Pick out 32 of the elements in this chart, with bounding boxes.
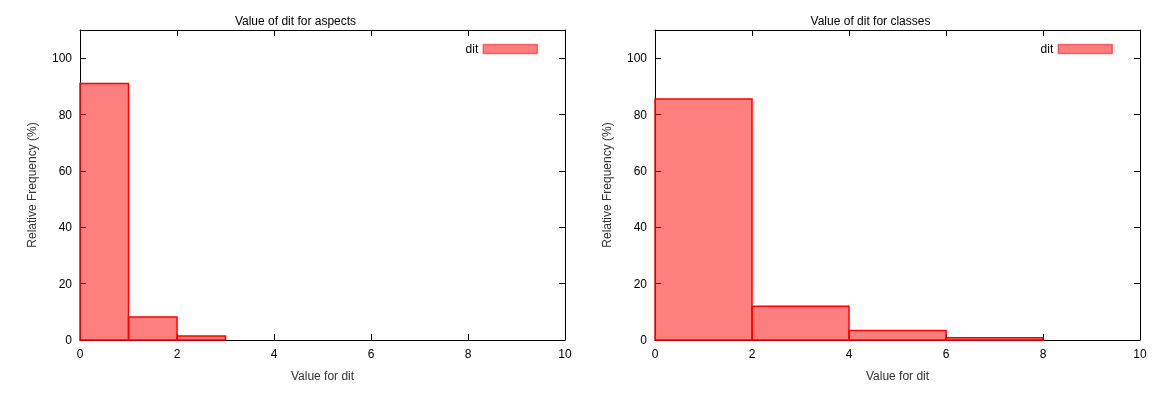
x-tick-label: 10	[558, 347, 572, 361]
chart-title: Value of dit for aspects	[234, 14, 357, 28]
y-tick-label: 0	[65, 333, 73, 347]
y-tick-label: 100	[626, 51, 648, 66]
x-tick-label: 6	[942, 347, 950, 361]
x-axis-title: Value for dit	[865, 369, 930, 383]
x-tick-label: 4	[845, 347, 853, 361]
y-tick-label: 40	[633, 220, 648, 235]
y-axis-title: Relative Frequency (%)	[600, 122, 614, 248]
y-tick-label: 100	[51, 51, 73, 66]
x-tick-label: 2	[748, 347, 756, 361]
y-tick-label: 0	[640, 333, 648, 347]
legend-label: dit	[1040, 42, 1054, 56]
x-axis-title: Value for dit	[290, 369, 355, 383]
y-tick-label: 60	[58, 163, 73, 178]
y-tick-label: 80	[58, 107, 73, 122]
x-tick-label: 8	[464, 347, 472, 361]
x-tick-label: 10	[1133, 347, 1147, 361]
x-tick-label: 2	[173, 347, 181, 361]
y-tick-label: 80	[633, 107, 648, 122]
chart-title: Value of dit for classes	[810, 14, 931, 28]
legend-label: dit	[465, 42, 479, 56]
y-tick-label: 60	[633, 163, 648, 178]
x-tick-label: 4	[270, 347, 278, 361]
y-tick-label: 20	[58, 276, 73, 291]
x-tick-label: 8	[1039, 347, 1047, 361]
x-tick-label: 0	[651, 347, 659, 361]
y-tick-label: 40	[58, 220, 73, 235]
y-axis-title: Relative Frequency (%)	[25, 122, 39, 248]
x-tick-label: 6	[367, 347, 375, 361]
y-tick-label: 20	[633, 276, 648, 291]
x-tick-label: 0	[76, 347, 84, 361]
